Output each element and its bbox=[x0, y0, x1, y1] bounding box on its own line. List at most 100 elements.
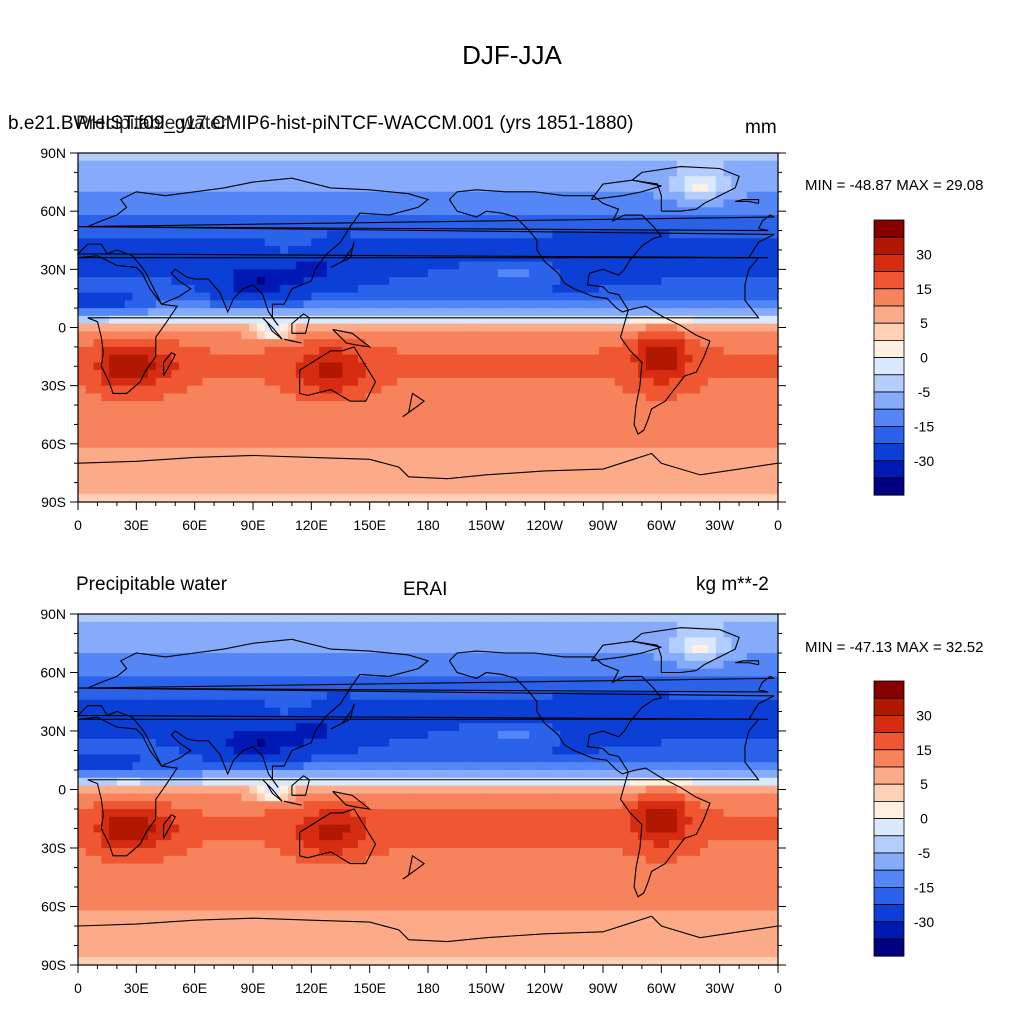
panel1-coastline bbox=[77, 214, 775, 232]
panel2-colorbar-box bbox=[873, 852, 905, 871]
panel2-min-max: MIN = -47.13 MAX = 32.52 bbox=[805, 639, 984, 656]
panel2-lat-tick-label: 30S bbox=[41, 840, 66, 856]
panel2-colorbar-box bbox=[873, 749, 905, 768]
panel2-lon-tick-label: 90W bbox=[589, 980, 619, 996]
panel2-lat-tick-label: 0 bbox=[58, 782, 66, 798]
panel1-lon-tick-label: 30E bbox=[124, 517, 149, 533]
panel1-lon-tick-label: 150W bbox=[468, 517, 505, 533]
figure-title: DJF-JJA bbox=[462, 40, 562, 70]
panel2-coastline bbox=[299, 808, 377, 865]
panel2-coastline bbox=[283, 800, 302, 806]
panel2-colorbar-label: 15 bbox=[916, 742, 932, 758]
panel1-colorbar-box bbox=[873, 477, 905, 496]
panel1-colorbar-label: 0 bbox=[920, 350, 928, 366]
panel1-coastline bbox=[630, 166, 740, 212]
panel1-coastline bbox=[76, 177, 775, 326]
panel1-colorbar-box bbox=[873, 219, 905, 238]
panel2-center-label: ERAI bbox=[403, 579, 448, 600]
panel1-lat-tick-label: 90S bbox=[41, 494, 66, 510]
panel1-colorbar-box bbox=[873, 253, 905, 272]
panel2-colorbar-box bbox=[873, 835, 905, 854]
panel1-colorbar-box bbox=[873, 408, 905, 427]
panel2-lon-tick-label: 0 bbox=[74, 980, 82, 996]
panel1-coastline bbox=[735, 198, 760, 204]
panel1-colorbar-label: 5 bbox=[920, 315, 928, 331]
panel1-center-label: b.e21.BWHIST.f09_g17.CMIP6-hist-piNTCF-W… bbox=[8, 113, 634, 134]
panel2-coastline bbox=[735, 660, 760, 666]
panel2-lat-tick-label: 90N bbox=[40, 606, 66, 622]
panel2-map bbox=[76, 614, 779, 966]
panel2-coastline bbox=[77, 915, 779, 943]
panel2-colorbar-label: -15 bbox=[914, 879, 934, 895]
panel1-colorbar-label: 15 bbox=[916, 281, 932, 297]
panel2-colorbar-box bbox=[873, 783, 905, 802]
panel1-min-max: MIN = -48.87 MAX = 29.08 bbox=[805, 177, 984, 194]
panel1-colorbar-box bbox=[873, 374, 905, 393]
panel2-coastline bbox=[163, 814, 176, 839]
panel1-lon-tick-label: 180 bbox=[416, 517, 440, 533]
panel2-colorbar-box bbox=[873, 766, 905, 785]
panel1-lat-tick-label: 60N bbox=[40, 203, 66, 219]
panel1-colorbar-box bbox=[873, 443, 905, 462]
panel2-lon-tick-label: 0 bbox=[774, 980, 782, 996]
panel1-lon-tick-label: 120E bbox=[295, 517, 328, 533]
panel2-colorbar-label: 0 bbox=[920, 811, 928, 827]
panel1-colorbar-box bbox=[873, 460, 905, 479]
panel1-colorbar: 30 15 5 0 -5 -15 -30 bbox=[873, 219, 934, 496]
panel1-coastline bbox=[77, 452, 779, 480]
panel1-units-label: mm bbox=[745, 117, 777, 138]
panel1-coastline bbox=[619, 305, 711, 435]
panel1-colorbar-box bbox=[873, 305, 905, 324]
panel2-lat-tick-label: 90S bbox=[41, 957, 66, 973]
panel1-colorbar-box bbox=[873, 425, 905, 444]
panel2-colorbar-box bbox=[873, 887, 905, 906]
panel2-units-label: kg m**-2 bbox=[696, 574, 769, 595]
panel1-lon-tick-label: 0 bbox=[74, 517, 82, 533]
panel2-lon-tick-label: 120E bbox=[295, 980, 328, 996]
panel2-colorbar-box bbox=[873, 680, 905, 699]
panel1-colorbar-box bbox=[873, 271, 905, 290]
panel2-colorbar-box bbox=[873, 938, 905, 957]
panel2-lat-tick-label: 30N bbox=[40, 723, 66, 739]
panel1-coastline bbox=[448, 189, 663, 313]
panel1-coastline bbox=[163, 352, 176, 377]
panel1-colorbar-box bbox=[873, 357, 905, 376]
panel2-colorbar-box bbox=[873, 904, 905, 923]
panel1-lon-tick-label: 0 bbox=[774, 517, 782, 533]
panel1-axes: 90N 60N 30N 0 30S 60S 90S 0 30E 60E 90E 120E 150E 180… bbox=[40, 145, 786, 533]
panel1-coastline bbox=[77, 255, 760, 394]
panel2-lon-tick-label: 60E bbox=[182, 980, 207, 996]
panel2-coastline bbox=[77, 675, 775, 693]
panel1-colorbar-label: -5 bbox=[918, 384, 931, 400]
panel1-colorbar-box bbox=[873, 236, 905, 255]
panel2-left-label: Precipitable water bbox=[76, 574, 228, 595]
panel2-colorbar-box bbox=[873, 801, 905, 820]
panel1-lat-tick-label: 0 bbox=[58, 320, 66, 336]
panel2-coastline bbox=[77, 716, 760, 857]
panel1-lat-tick-label: 90N bbox=[40, 145, 66, 161]
panel2-lon-tick-label: 30W bbox=[705, 980, 735, 996]
panel1-coastline bbox=[299, 346, 377, 402]
panel1-coastline bbox=[291, 313, 311, 334]
panel1-lat-tick-label: 60S bbox=[41, 436, 66, 452]
panel2-colorbar: 30 15 5 0 -5 -15 -30 bbox=[873, 680, 934, 957]
panel1-coastline bbox=[262, 317, 283, 340]
panel2-coastline bbox=[332, 790, 372, 810]
panel1-coastline bbox=[332, 328, 372, 348]
panel2-coastline bbox=[630, 627, 740, 674]
panel1-colorbar-label: 30 bbox=[916, 246, 932, 262]
panel1-lat-tick-label: 30S bbox=[41, 378, 66, 394]
panel1-colorbar-box bbox=[873, 339, 905, 358]
panel2-lon-tick-label: 120W bbox=[526, 980, 563, 996]
panel2-colorbar-label: -5 bbox=[918, 845, 931, 861]
panel1-coastline bbox=[283, 338, 302, 344]
panel1-colorbar-label: -30 bbox=[914, 453, 934, 469]
panel2-coastline bbox=[76, 638, 775, 788]
panel1-lon-tick-label: 150E bbox=[353, 517, 386, 533]
panel1-lon-tick-label: 60E bbox=[182, 517, 207, 533]
panel1-coastline bbox=[402, 392, 426, 418]
panel2-colorbar-box bbox=[873, 921, 905, 940]
panel2-colorbar-label: -30 bbox=[914, 914, 934, 930]
panel2-coastline bbox=[448, 650, 663, 775]
